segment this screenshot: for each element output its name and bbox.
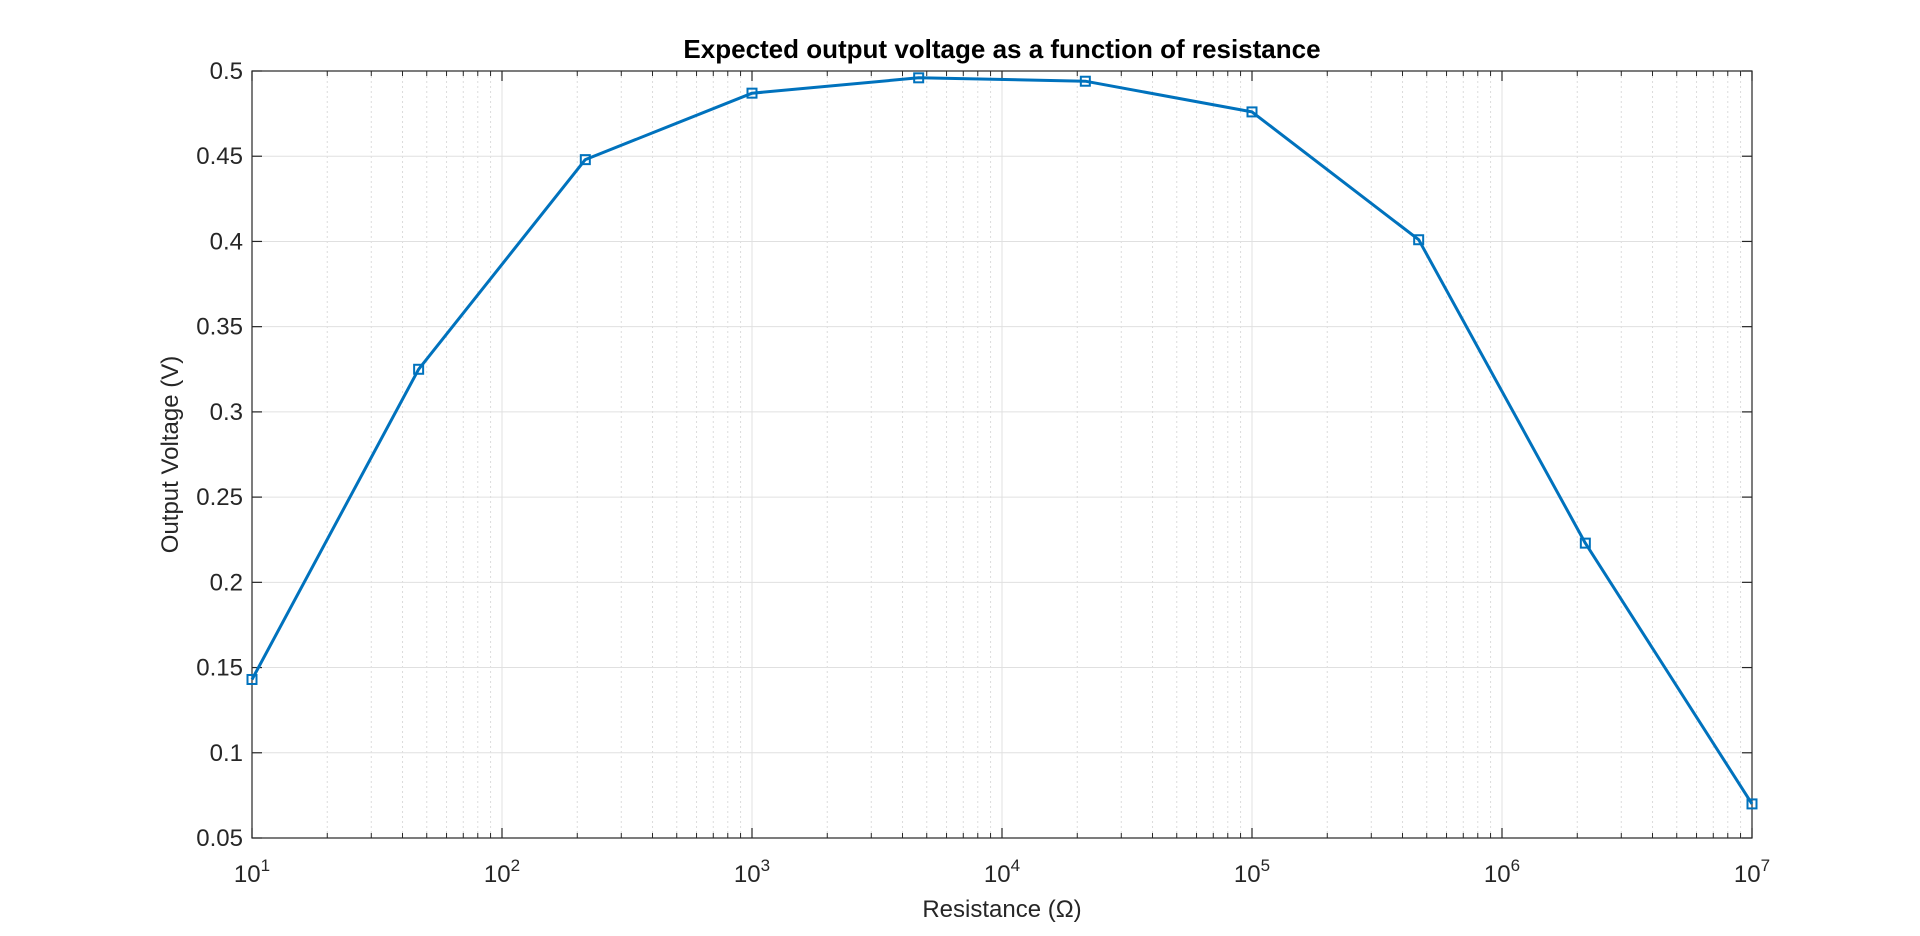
grid-lines (251, 70, 1753, 839)
data-point-marker (246, 673, 258, 685)
data-point-marker (913, 72, 925, 84)
y-tick-label: 0.05 (196, 825, 243, 852)
y-tick-label: 0.45 (196, 143, 243, 170)
data-point-marker (1079, 75, 1091, 87)
x-tick-label: 101 (234, 856, 270, 888)
y-tick-label: 0.15 (196, 655, 243, 682)
data-point-marker (1246, 106, 1258, 118)
data-point-marker (746, 87, 758, 99)
tick-labels: 101 102 103 104 105 106 107 0.05 0.1 0.15 0.2 0.25 0… (196, 58, 1770, 888)
data-point-marker (1413, 234, 1425, 246)
y-tick-label: 0.1 (210, 740, 243, 767)
y-axis-label: Output Voltage (V) (157, 356, 184, 553)
y-tick-label: 0.2 (210, 569, 243, 596)
x-tick-label: 105 (1234, 856, 1270, 888)
x-tick-label: 104 (984, 856, 1020, 888)
y-tick-label: 0.25 (196, 484, 243, 511)
data-series (246, 72, 1758, 810)
x-tick-label: 107 (1734, 856, 1770, 888)
data-point-marker (413, 363, 425, 375)
x-tick-label: 103 (734, 856, 770, 888)
y-tick-label: 0.3 (210, 399, 243, 426)
y-tick-label: 0.5 (210, 58, 243, 85)
x-tick-label: 106 (1484, 856, 1520, 888)
series-line (250, 76, 1754, 805)
data-point-marker (579, 154, 591, 166)
x-tick-label: 102 (484, 856, 520, 888)
x-axis-label: Resistance (Ω) (922, 896, 1081, 923)
y-tick-label: 0.4 (210, 228, 243, 255)
y-tick-label: 0.35 (196, 314, 243, 341)
data-point-marker (1579, 537, 1591, 549)
data-point-marker (1746, 798, 1758, 810)
axis-ticks (251, 70, 1753, 839)
chart-title: Expected output voltage as a function of… (683, 34, 1320, 64)
